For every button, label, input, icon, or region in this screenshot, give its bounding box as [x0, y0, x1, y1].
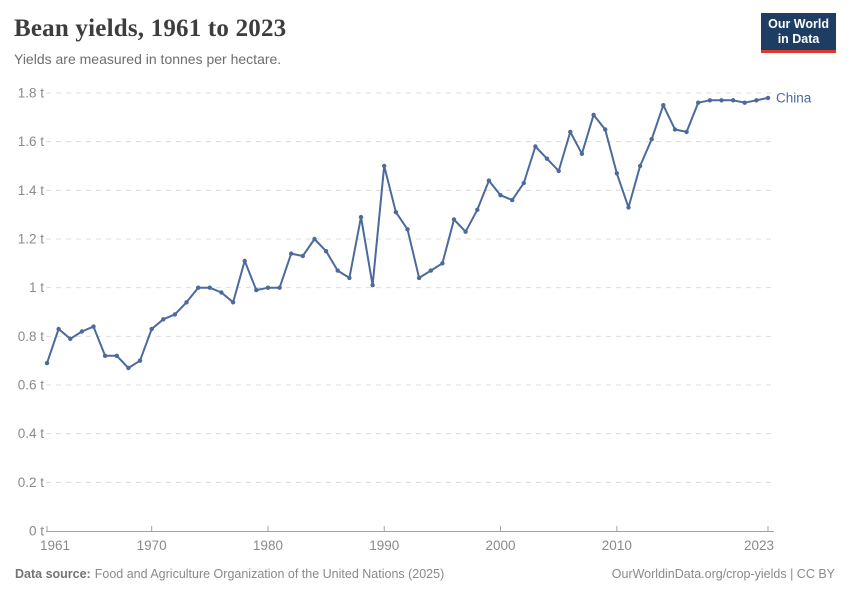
data-point-marker — [672, 127, 678, 132]
data-point-marker — [416, 275, 422, 281]
data-point-marker — [323, 249, 329, 254]
data-point-marker — [172, 312, 178, 317]
y-axis-tick-label: 0.8 t — [18, 329, 45, 344]
data-point-marker — [498, 193, 503, 198]
data-point-marker — [230, 300, 236, 305]
data-point-marker — [370, 283, 375, 288]
owid-logo-line2: in Data — [777, 32, 820, 46]
data-point-marker — [219, 290, 224, 295]
data-point-marker — [649, 137, 654, 142]
x-axis-tick-label: 2000 — [486, 538, 516, 553]
owid-logo[interactable]: Our World in Data — [761, 13, 836, 53]
data-point-marker — [312, 236, 317, 242]
data-point-marker — [289, 251, 294, 256]
series-line-china — [46, 96, 769, 369]
data-point-marker — [765, 95, 771, 101]
data-point-marker — [358, 214, 364, 220]
y-axis-tick-label: 0.4 t — [18, 426, 45, 441]
y-axis-tick-label: 0.6 t — [18, 378, 45, 393]
data-point-marker — [719, 98, 724, 103]
data-source-text: Food and Agriculture Organization of the… — [94, 567, 445, 581]
owid-logo-line1: Our World — [768, 17, 829, 31]
data-point-marker — [335, 268, 340, 273]
x-axis-tick-label: 1961 — [40, 538, 70, 553]
data-point-marker — [79, 329, 85, 334]
data-point-marker — [126, 365, 131, 371]
y-axis-tick-label: 1.4 t — [18, 183, 45, 198]
x-axis-tick-label: 2023 — [744, 538, 774, 553]
data-point-marker — [254, 287, 259, 293]
data-point-marker — [754, 98, 759, 103]
data-point-marker — [68, 336, 73, 341]
y-axis-tick-label: 1.8 t — [18, 86, 45, 101]
data-point-marker — [696, 100, 701, 105]
x-axis-tick-label: 1980 — [253, 538, 283, 553]
data-point-marker — [300, 253, 305, 259]
data-point-marker — [614, 171, 619, 176]
data-point-marker — [207, 285, 212, 290]
data-point-marker — [382, 163, 387, 169]
data-point-marker — [428, 268, 433, 273]
data-point-marker — [405, 227, 410, 232]
data-point-marker — [579, 151, 585, 156]
data-point-marker — [486, 178, 492, 183]
data-point-marker — [91, 324, 96, 329]
data-point-marker — [440, 261, 445, 266]
x-axis-tick-label: 1990 — [369, 538, 399, 553]
data-point-marker — [184, 300, 189, 305]
page-title: Bean yields, 1961 to 2023 — [14, 15, 287, 42]
y-axis-tick-label: 1 t — [29, 280, 44, 295]
data-point-marker — [463, 229, 468, 234]
data-source: Data source: Food and Agriculture Organiz… — [15, 567, 444, 581]
data-point-marker — [684, 129, 689, 135]
x-axis-tick-label: 1970 — [137, 538, 167, 553]
data-point-marker — [161, 317, 166, 322]
data-point-marker — [451, 217, 457, 222]
y-axis-tick-label: 0.2 t — [18, 475, 45, 490]
y-axis-tick-label: 1.6 t — [18, 134, 45, 149]
data-point-marker — [137, 358, 143, 363]
data-point-marker — [568, 129, 573, 135]
data-point-marker — [393, 210, 399, 215]
data-point-marker — [265, 285, 271, 290]
data-point-marker — [44, 360, 50, 366]
data-point-marker — [603, 127, 608, 132]
credit-link[interactable]: OurWorldinData.org/crop-yields | CC BY — [611, 567, 835, 581]
data-point-marker — [707, 98, 713, 103]
data-point-marker — [533, 144, 538, 149]
chart-footer: Data source: Food and Agriculture Organiz… — [15, 567, 835, 581]
data-point-marker — [626, 205, 631, 210]
data-point-marker — [556, 168, 561, 174]
data-point-marker — [149, 326, 154, 332]
y-axis-tick-label: 0 t — [29, 524, 44, 539]
data-point-marker — [661, 103, 666, 108]
data-point-marker — [196, 285, 201, 290]
chart-subtitle: Yields are measured in tonnes per hectar… — [14, 51, 282, 67]
data-point-marker — [544, 156, 550, 161]
data-source-label: Data source: — [15, 567, 91, 581]
data-point-marker — [521, 180, 526, 186]
series-label-china: China — [776, 90, 812, 105]
data-point-marker — [591, 112, 596, 118]
data-point-marker — [56, 326, 61, 332]
data-point-marker — [637, 163, 643, 169]
line-chart-canvas: 0 t 0.2 t 0.4 t 0.6 t 0.8 t 1 t 1.2 t 1.4 t 1.6 … — [18, 86, 812, 554]
data-point-marker — [475, 207, 480, 212]
data-point-marker — [347, 275, 352, 281]
data-point-marker — [510, 197, 515, 203]
data-point-marker — [742, 100, 747, 105]
x-axis-tick-label: 2010 — [602, 538, 632, 553]
y-axis-tick-label: 1.2 t — [18, 232, 45, 247]
data-point-marker — [730, 98, 736, 103]
data-point-marker — [277, 285, 282, 290]
data-point-marker — [102, 353, 108, 358]
data-point-marker — [114, 353, 120, 358]
data-point-marker — [242, 258, 247, 264]
